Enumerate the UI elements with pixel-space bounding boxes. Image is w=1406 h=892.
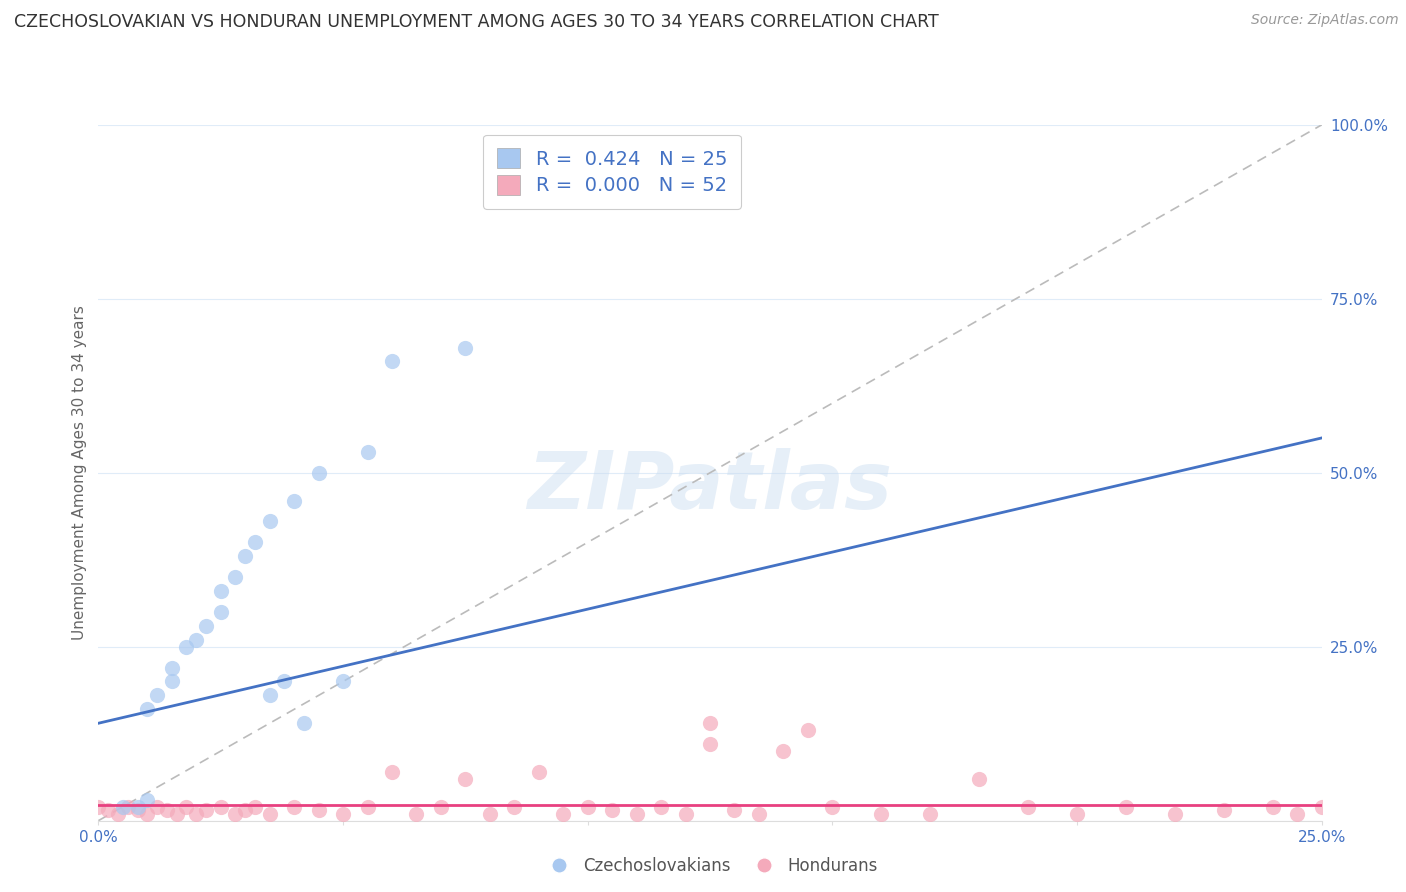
Point <box>478 806 501 821</box>
Point <box>1261 799 1284 814</box>
Point <box>1212 803 1234 817</box>
Point <box>292 716 315 731</box>
Point <box>1310 799 1333 814</box>
Point <box>576 799 599 814</box>
Point <box>107 806 129 821</box>
Point <box>797 723 820 738</box>
Point <box>146 689 169 703</box>
Point <box>454 341 477 355</box>
Point <box>675 806 697 821</box>
Legend: Czechoslovakians, Hondurans: Czechoslovakians, Hondurans <box>536 851 884 882</box>
Point <box>156 803 179 817</box>
Point <box>209 605 232 619</box>
Point <box>405 806 427 821</box>
Point <box>308 803 330 817</box>
Point <box>209 584 232 599</box>
Point <box>1164 806 1187 821</box>
Point <box>259 806 281 821</box>
Point <box>195 619 218 633</box>
Point <box>117 799 139 814</box>
Point <box>224 806 246 821</box>
Point <box>259 689 281 703</box>
Point <box>166 806 188 821</box>
Point <box>224 570 246 584</box>
Point <box>381 354 404 368</box>
Point <box>772 744 794 758</box>
Point <box>381 764 404 779</box>
Point <box>748 806 770 821</box>
Point <box>87 799 110 814</box>
Point <box>503 799 526 814</box>
Point <box>454 772 477 786</box>
Point <box>127 803 149 817</box>
Point <box>626 806 648 821</box>
Point <box>600 803 623 817</box>
Point <box>332 806 354 821</box>
Text: ZIPatlas: ZIPatlas <box>527 448 893 525</box>
Text: Source: ZipAtlas.com: Source: ZipAtlas.com <box>1251 13 1399 28</box>
Point <box>699 737 721 751</box>
Point <box>209 799 232 814</box>
Point <box>97 803 120 817</box>
Point <box>356 445 378 459</box>
Point <box>650 799 672 814</box>
Text: CZECHOSLOVAKIAN VS HONDURAN UNEMPLOYMENT AMONG AGES 30 TO 34 YEARS CORRELATION C: CZECHOSLOVAKIAN VS HONDURAN UNEMPLOYMENT… <box>14 13 939 31</box>
Point <box>273 674 295 689</box>
Point <box>146 799 169 814</box>
Y-axis label: Unemployment Among Ages 30 to 34 years: Unemployment Among Ages 30 to 34 years <box>72 305 87 640</box>
Point <box>243 535 266 549</box>
Point <box>430 799 453 814</box>
Point <box>1066 806 1088 821</box>
Point <box>127 799 149 814</box>
Point <box>283 493 305 508</box>
Point <box>332 674 354 689</box>
Point <box>233 549 256 564</box>
Point <box>111 799 134 814</box>
Point <box>176 640 198 654</box>
Point <box>1286 806 1309 821</box>
Point <box>136 702 159 716</box>
Point <box>186 806 208 821</box>
Point <box>699 716 721 731</box>
Point <box>136 793 159 807</box>
Point <box>527 764 550 779</box>
Point <box>870 806 893 821</box>
Point <box>967 772 990 786</box>
Point <box>259 515 281 529</box>
Point <box>1115 799 1137 814</box>
Point <box>195 803 218 817</box>
Point <box>308 466 330 480</box>
Point <box>176 799 198 814</box>
Point <box>821 799 844 814</box>
Point <box>160 674 183 689</box>
Point <box>553 806 575 821</box>
Point <box>233 803 256 817</box>
Point <box>1017 799 1039 814</box>
Point <box>356 799 378 814</box>
Point <box>160 660 183 674</box>
Point <box>723 803 745 817</box>
Point <box>186 632 208 647</box>
Point <box>136 806 159 821</box>
Point <box>920 806 942 821</box>
Point <box>243 799 266 814</box>
Point <box>283 799 305 814</box>
